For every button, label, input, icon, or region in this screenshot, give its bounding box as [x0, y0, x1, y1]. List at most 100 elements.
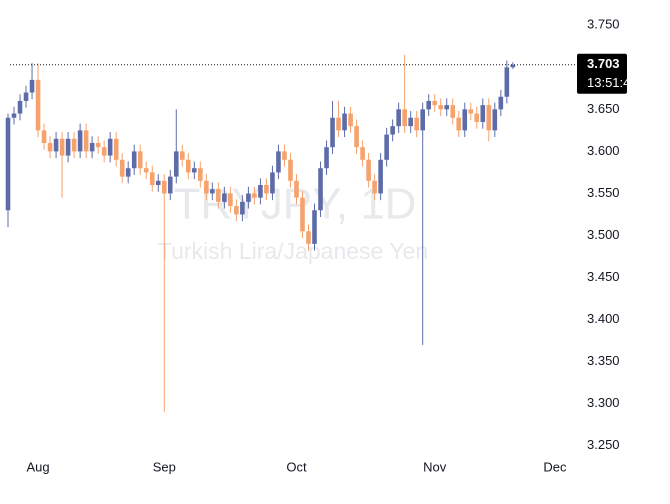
y-tick-label: 3.550 — [587, 185, 620, 200]
candle-body — [11, 113, 17, 118]
y-tick-label: 3.400 — [587, 311, 620, 326]
candle-body — [306, 231, 311, 244]
candle-body — [378, 159, 383, 194]
candle-body — [131, 151, 137, 169]
candle-body — [444, 105, 450, 110]
candle-body — [204, 180, 209, 194]
candle-body — [192, 168, 197, 173]
candle-body — [390, 126, 395, 135]
watermark-subtitle: Turkish Lira/Japanese Yen — [158, 238, 428, 264]
candle-body — [342, 113, 347, 131]
candle-body — [29, 79, 35, 93]
candle-body — [270, 172, 275, 194]
candle-body — [83, 130, 89, 152]
candle-body — [53, 138, 59, 152]
candle-body — [480, 105, 486, 122]
candle-body — [5, 117, 11, 211]
candle-body — [372, 180, 377, 194]
candle-body — [282, 151, 287, 160]
y-tick-label: 3.600 — [587, 143, 620, 158]
candle-body — [41, 130, 47, 143]
candle-body — [402, 109, 407, 127]
candle-body — [438, 105, 444, 110]
candle-body — [408, 117, 413, 127]
candle-body — [71, 138, 77, 152]
last-time-label: 13:51:48 — [587, 75, 638, 90]
last-price-box — [577, 53, 627, 94]
candle-body — [113, 138, 119, 160]
candle-body — [426, 100, 431, 110]
x-tick-label: Aug — [26, 459, 49, 474]
candle-body — [264, 185, 269, 194]
candle-body — [216, 189, 221, 202]
candle-body — [432, 100, 438, 106]
candle-body — [77, 130, 83, 152]
candle-body — [456, 117, 462, 131]
candle-body — [468, 109, 474, 114]
candle-body — [462, 109, 468, 131]
candle-body — [149, 172, 155, 186]
candle-body — [420, 109, 425, 131]
candle-body — [234, 206, 239, 215]
x-tick-label: Sep — [153, 459, 176, 474]
candle-body — [504, 67, 510, 97]
candle-body — [474, 113, 480, 122]
candle-body — [354, 126, 359, 148]
y-tick-label: 3.250 — [587, 437, 620, 452]
candle-body — [35, 79, 41, 131]
candle-body — [125, 168, 131, 177]
candle-body — [510, 64, 516, 68]
candle-body — [486, 105, 492, 131]
y-tick-label: 3.300 — [587, 395, 620, 410]
candle-body — [222, 193, 227, 202]
candle-body — [348, 113, 353, 127]
candle-body — [396, 109, 401, 127]
candle-body — [300, 197, 305, 232]
candle-body — [137, 151, 143, 169]
candle-body — [179, 151, 185, 160]
candle-body — [161, 180, 167, 194]
candle-body — [366, 159, 371, 181]
last-price-label: 3.703 — [587, 56, 620, 71]
candle-body — [294, 180, 299, 198]
candle-body — [65, 138, 71, 156]
candle-body — [288, 159, 293, 181]
candle-body — [414, 117, 419, 131]
candle-body — [498, 96, 504, 110]
candle-body — [246, 193, 251, 202]
candle-body — [89, 142, 95, 152]
y-tick-label: 3.500 — [587, 227, 620, 242]
candle-body — [198, 168, 203, 181]
candle-body — [101, 147, 107, 156]
candle-body — [47, 142, 53, 152]
candle-body — [173, 151, 179, 177]
y-tick-label: 3.750 — [587, 17, 620, 32]
candle-body — [143, 168, 149, 173]
candle-body — [330, 117, 335, 148]
candle-body — [107, 138, 113, 156]
candle-body — [228, 193, 233, 207]
candle-body — [17, 100, 23, 114]
y-tick-label: 3.350 — [587, 353, 620, 368]
x-tick-label: Nov — [423, 459, 447, 474]
x-tick-label: Dec — [543, 459, 567, 474]
candle-body — [119, 159, 125, 177]
y-tick-label: 3.650 — [587, 101, 620, 116]
candle-body — [210, 189, 215, 194]
candle-body — [384, 134, 389, 160]
candle-body — [252, 193, 257, 198]
candle-body — [492, 109, 498, 131]
candle-body — [167, 176, 173, 194]
candle-body — [360, 147, 365, 160]
x-tick-label: Oct — [286, 459, 307, 474]
candle-body — [258, 185, 263, 198]
candle-body — [186, 159, 191, 173]
candle-body — [312, 210, 317, 244]
y-tick-label: 3.450 — [587, 269, 620, 284]
candle-body — [336, 117, 341, 131]
candle-body — [324, 147, 329, 169]
candle-body — [95, 142, 101, 148]
candle-body — [240, 201, 245, 215]
candle-body — [318, 168, 323, 211]
